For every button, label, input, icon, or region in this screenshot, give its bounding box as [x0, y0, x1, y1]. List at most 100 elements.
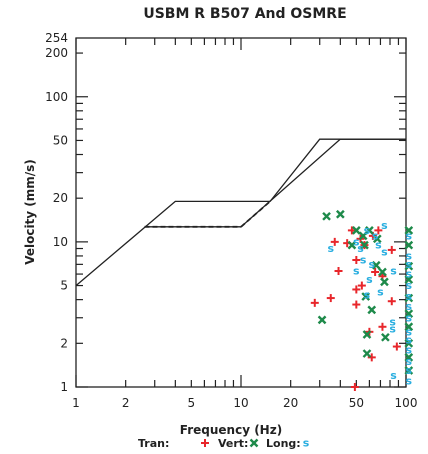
y-tick-label: 20	[53, 191, 68, 205]
point-series-2	[404, 353, 414, 362]
point-series-3: s	[366, 273, 373, 286]
point-series-3: s	[375, 239, 382, 252]
point-series-2	[362, 349, 372, 358]
plot-frame	[75, 37, 407, 388]
y-tick-label: 50	[53, 133, 68, 147]
point-series-1	[347, 226, 356, 235]
legend-label-3: Long:	[266, 437, 301, 450]
point-series-1	[352, 285, 361, 294]
point-series-3: s	[327, 242, 334, 255]
point-series-2	[362, 330, 372, 339]
point-series-3: s	[406, 325, 413, 338]
x-tick-label: 50	[349, 396, 364, 410]
point-series-3: s	[406, 364, 413, 377]
x-tick-label: 100	[395, 396, 418, 410]
point-series-3: s	[381, 219, 388, 232]
legend: Tran: Vert: Long: s	[138, 437, 310, 451]
point-series-3: s	[389, 316, 396, 329]
point-series-2	[404, 322, 414, 332]
point-series-2	[404, 366, 414, 375]
point-series-2	[371, 260, 381, 270]
legend-marker-3: s	[303, 437, 310, 450]
x-axis-label: Frequency (Hz)	[180, 423, 282, 437]
point-series-2	[404, 275, 414, 284]
point-series-3: s	[406, 334, 413, 347]
point-series-2	[372, 234, 382, 244]
point-series-3: s	[364, 289, 371, 302]
point-series-3: s	[406, 343, 413, 356]
point-series-2	[351, 226, 361, 235]
point-series-3: s	[406, 279, 413, 292]
point-series-1	[392, 342, 401, 351]
limit-curve-2	[144, 138, 406, 228]
point-series-2	[358, 231, 368, 241]
x-tick-label: 2	[122, 396, 130, 410]
limit-curves	[75, 138, 406, 287]
point-series-2	[404, 240, 414, 250]
y-tick-label: 254	[45, 31, 68, 45]
axis-ticks	[75, 38, 407, 388]
point-series-3: s	[389, 323, 396, 336]
legend-marker-2	[249, 438, 259, 448]
point-series-3: s	[406, 258, 413, 271]
point-series-3: s	[353, 264, 360, 277]
point-series-3: s	[368, 258, 375, 271]
point-series-3: s	[406, 290, 413, 303]
point-series-3: s	[364, 224, 371, 237]
point-series-3: s	[406, 374, 413, 387]
legend-label-1: Tran:	[138, 437, 169, 450]
x-tick-label: 10	[233, 396, 248, 410]
point-series-2	[404, 293, 414, 303]
point-series-2	[365, 226, 374, 235]
point-series-2	[381, 332, 390, 342]
point-series-3: s	[406, 300, 413, 313]
y-tick-label: 1	[60, 380, 68, 394]
point-series-3: s	[406, 311, 413, 324]
point-series-1	[367, 353, 376, 362]
point-series-2	[404, 261, 414, 271]
point-series-1	[352, 256, 361, 265]
point-series-1	[374, 226, 383, 235]
limit-curve-4	[240, 200, 271, 228]
point-series-3: s	[406, 229, 413, 242]
legend-marker-1	[201, 439, 209, 447]
point-series-3: s	[381, 246, 388, 259]
point-series-3: s	[360, 254, 367, 267]
point-series-2	[317, 315, 327, 325]
point-series-1	[378, 322, 387, 331]
point-series-1	[326, 294, 335, 303]
point-series-2	[361, 292, 371, 301]
chart-title: USBM R B507 And OSMRE	[143, 6, 346, 22]
point-series-2	[360, 240, 369, 250]
point-series-2	[335, 209, 345, 219]
point-series-3: s	[377, 286, 384, 299]
point-series-1	[334, 266, 343, 275]
x-tick-label: 1	[72, 396, 80, 410]
point-series-3: s	[406, 249, 413, 262]
point-series-3: s	[357, 242, 364, 255]
point-series-3: s	[390, 264, 397, 277]
legend-label-2: Vert:	[218, 437, 248, 450]
y-tick-label: 100	[45, 90, 68, 104]
y-axis-label: Velocity (mm/s)	[23, 159, 37, 265]
point-series-1	[357, 281, 366, 290]
point-series-2	[404, 226, 414, 235]
point-series-1	[310, 298, 319, 307]
y-tick-label: 10	[53, 235, 68, 249]
y-tick-label: 5	[60, 279, 68, 293]
point-series-1	[352, 300, 361, 309]
point-series-3: s	[406, 355, 413, 368]
point-series-3: s	[372, 229, 379, 242]
x-tick-label: 5	[188, 396, 196, 410]
point-series-2	[378, 267, 387, 277]
point-series-3: s	[406, 268, 413, 281]
point-series-2	[322, 211, 331, 221]
point-series-3: s	[353, 235, 360, 248]
point-series-2	[404, 338, 414, 348]
point-series-2	[347, 240, 357, 250]
point-series-2	[404, 309, 414, 319]
point-series-1	[330, 237, 339, 246]
x-tick-label: 20	[283, 396, 298, 410]
